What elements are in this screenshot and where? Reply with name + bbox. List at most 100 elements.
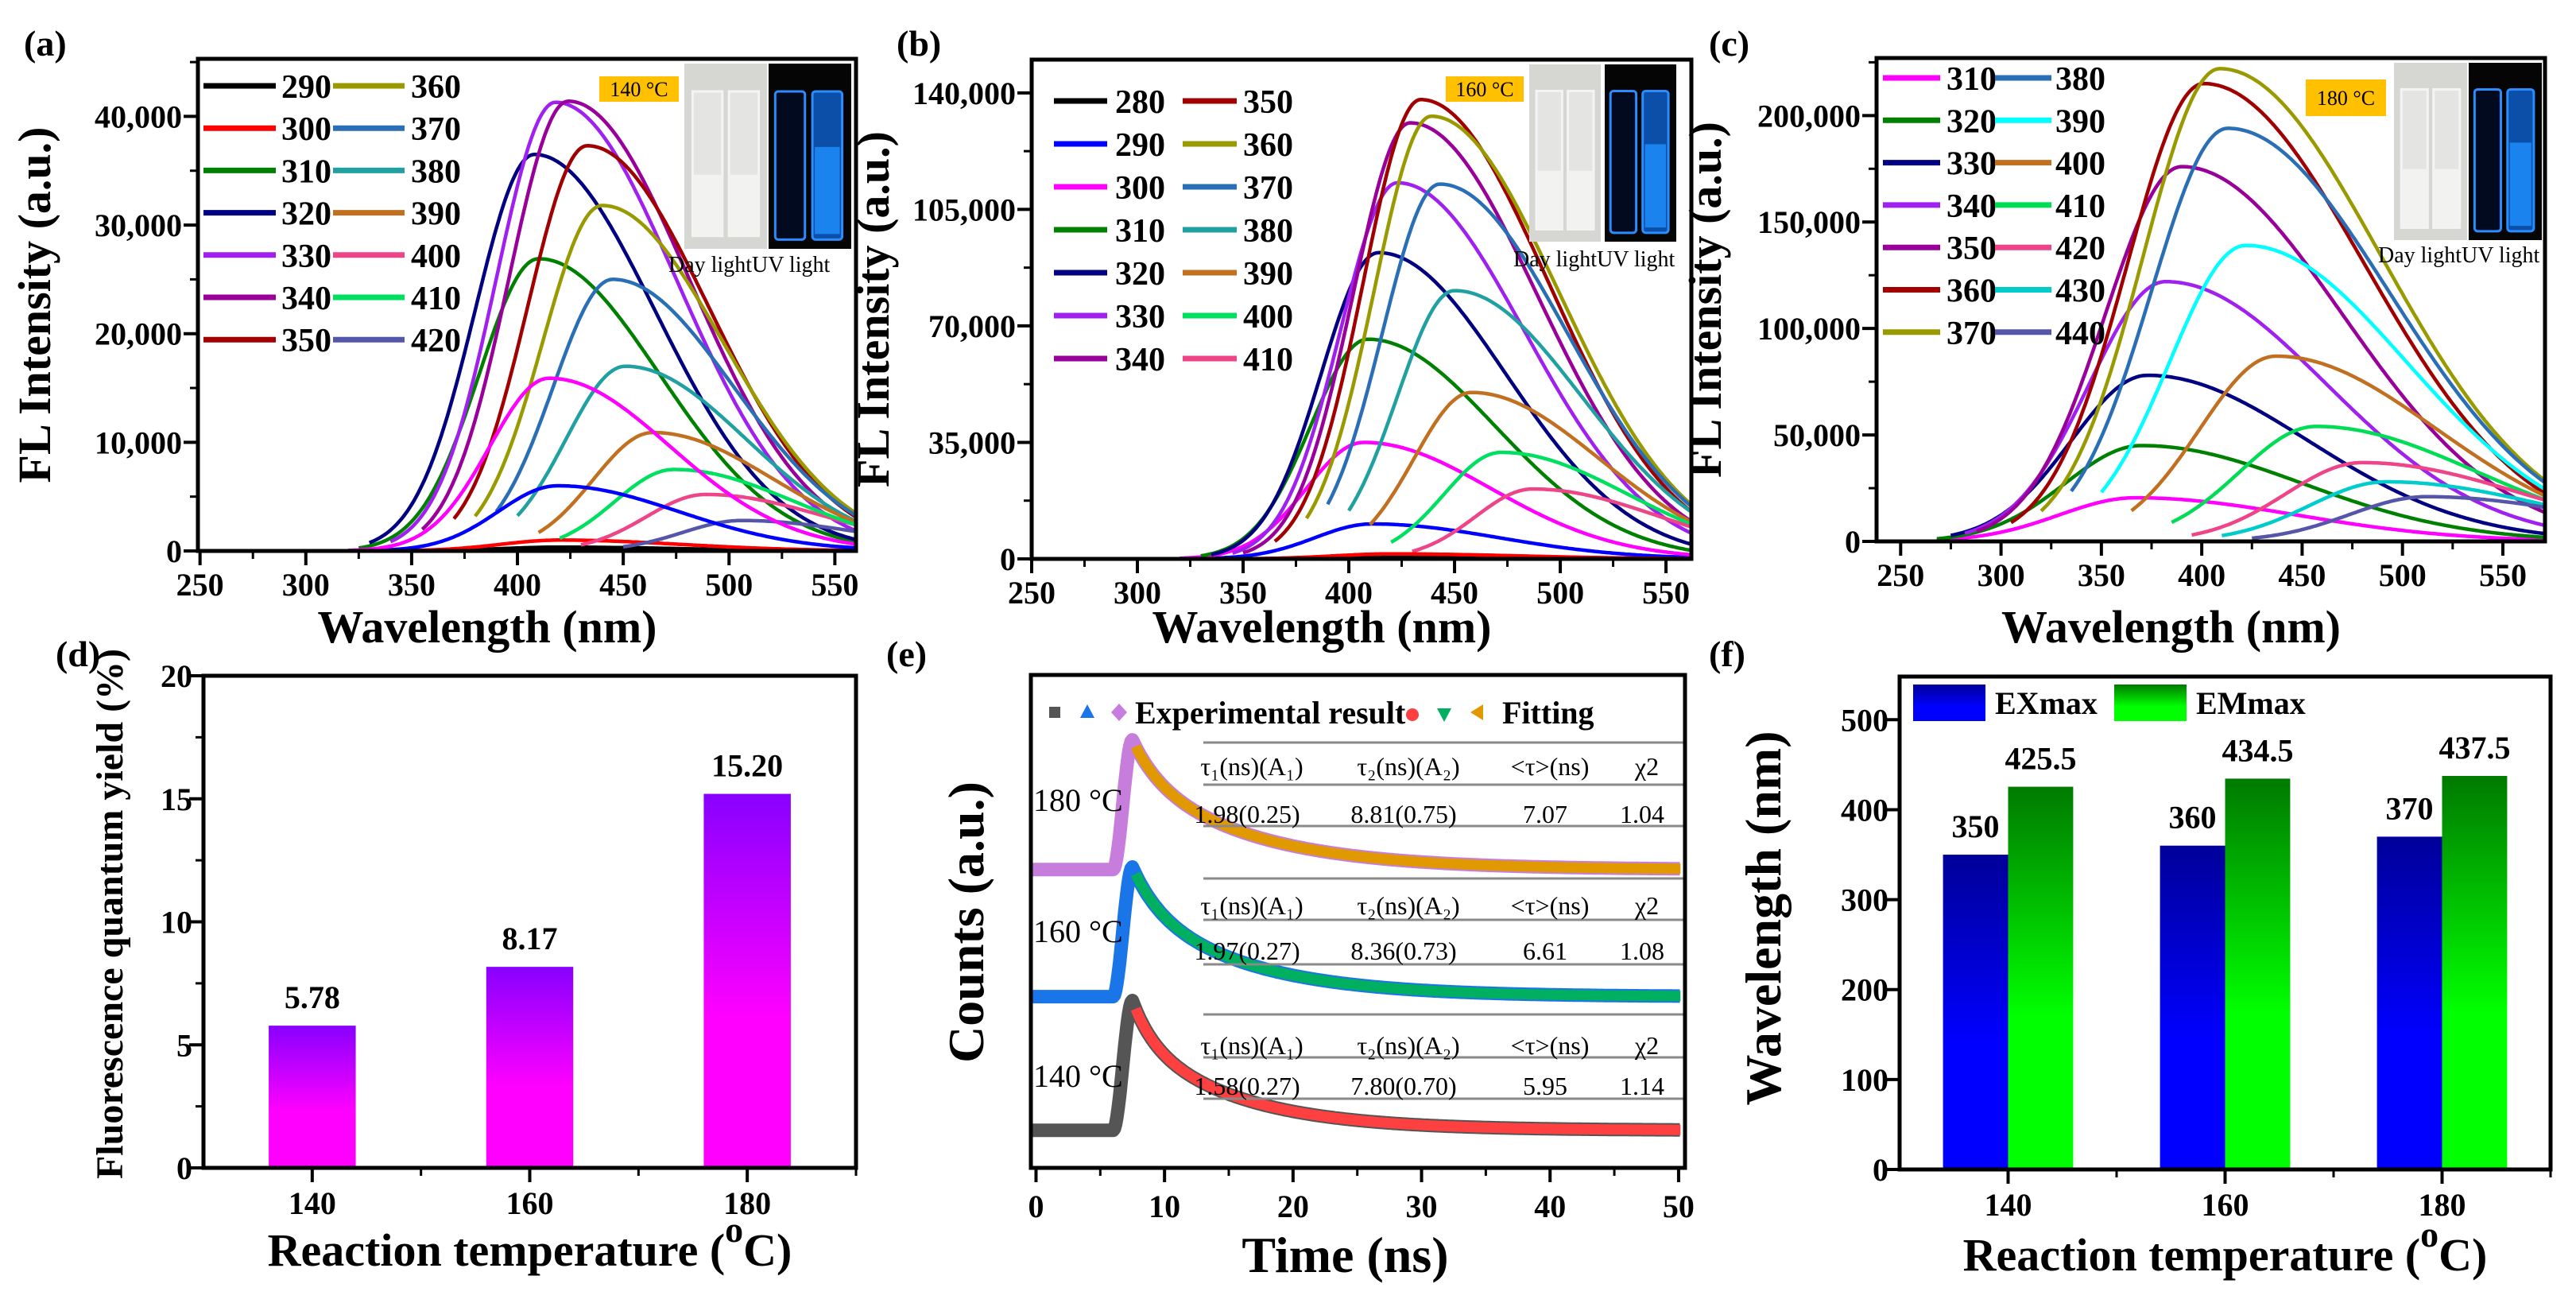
emission-curve-400 — [2130, 354, 2545, 513]
emission-curve-390 — [1368, 390, 1691, 526]
legend-label: 330 — [1115, 299, 1165, 335]
table-header: τ₁(ns)(A₁) — [1200, 891, 1303, 920]
x-tick-label: 40 — [1534, 1189, 1566, 1224]
legend-label: 310 — [281, 153, 331, 190]
bar-value-label: 360 — [2169, 800, 2217, 836]
table-value: 1.08 — [1620, 937, 1664, 965]
legend-label: 340 — [1947, 188, 1997, 225]
emission-curve-380 — [2070, 126, 2545, 493]
lifetime-table: τ₁(ns)(A₁) τ₂(ns)(A₂) <τ>(ns) χ2 1.98(0.25) 8… — [1194, 741, 1683, 828]
cuvette-liquid — [692, 174, 722, 236]
y-tick-label: 0 — [166, 533, 182, 569]
x-tick-label: 160 — [506, 1185, 554, 1221]
degree-symbol: o — [2420, 1214, 2438, 1255]
axis-ticks — [1885, 718, 2552, 1184]
uv-light-label: UV light — [752, 253, 830, 277]
exmax-bar — [2377, 836, 2442, 1169]
y-tick-label: 200,000 — [1757, 98, 1861, 134]
y-tick-label: 300 — [1841, 882, 1888, 918]
x-axis-title: Reaction temperature (oC) — [268, 1209, 792, 1276]
y-tick-label: 35,000 — [928, 425, 1016, 460]
x-tick-label: 30 — [1406, 1189, 1438, 1224]
y-axis-title: FL Intensity (a.u.) — [1679, 122, 1731, 478]
y-tick-label: 10,000 — [95, 425, 182, 460]
y-tick-label: 0 — [176, 1150, 192, 1186]
exmax-bar — [2160, 845, 2225, 1169]
emission-curve-310 — [1936, 495, 2545, 541]
x-tick-label: 450 — [599, 567, 647, 603]
x-tick-label: 450 — [2278, 557, 2326, 593]
legend-label: 350 — [281, 323, 331, 359]
legend-label: 370 — [1947, 316, 1997, 352]
y-tick-label: 100 — [1841, 1062, 1888, 1098]
circle-marker-icon — [1406, 708, 1419, 721]
y-tick-label: 15 — [161, 781, 192, 817]
table-header: τ₂(ns)(A₂) — [1357, 1031, 1459, 1060]
emmax-bar — [2442, 776, 2508, 1169]
quantum-yield-bar — [486, 967, 574, 1168]
y-tick-label: 0 — [1000, 541, 1016, 577]
temperature-label: 160 °C — [1033, 913, 1123, 949]
x-tick-label: 300 — [1978, 557, 2025, 593]
x-axis-title-unit: C) — [2438, 1229, 2487, 1281]
y-tick-label: 50,000 — [1773, 417, 1861, 453]
inset-caption: Day lightUV light — [668, 253, 830, 277]
legend-label: 330 — [1947, 146, 1997, 183]
table-value: 1.04 — [1620, 800, 1664, 828]
plot-frame — [1029, 57, 1694, 561]
emission-curve-unlabeled — [327, 483, 856, 551]
peak-wavelength-panel: 350 360 370 EXmax 425.5 434.5 437.5 EMmax 140 160… — [1709, 634, 2553, 1281]
bar-value-label: 350 — [1952, 809, 2000, 844]
table-value: 1.14 — [1620, 1072, 1664, 1100]
legend-label: 410 — [2055, 188, 2105, 225]
panel-label: (f) — [1709, 634, 1745, 674]
emission-curve-410 — [2171, 425, 2545, 525]
table-header: χ2 — [1634, 1031, 1659, 1060]
x-tick-label: 180 — [2419, 1187, 2466, 1223]
table-value: 8.81(0.75) — [1350, 800, 1456, 828]
temperature-badge-label: 160 °C — [1455, 78, 1513, 101]
table-value: 7.07 — [1523, 800, 1567, 828]
daylight-label: Day light — [1513, 247, 1597, 272]
daylight-label: Day light — [2378, 243, 2462, 268]
y-tick-label: 200 — [1841, 972, 1888, 1008]
x-axis-title: Wavelength (nm) — [2001, 601, 2341, 653]
table-header: τ₁(ns)(A₁) — [1200, 1031, 1303, 1060]
table-value: 6.61 — [1523, 937, 1567, 965]
cuvette-liquid — [2433, 169, 2460, 228]
emission-curve-380 — [1347, 289, 1691, 514]
legend-label: 340 — [281, 281, 331, 317]
legend-label: 390 — [1243, 256, 1293, 293]
emission-curve-420 — [2191, 460, 2545, 537]
legend-label: 320 — [1115, 256, 1165, 293]
emission-curve-360 — [2009, 81, 2545, 525]
axis-ticks — [1862, 60, 2504, 556]
legend-label: 280 — [1115, 84, 1165, 121]
temperature-badge — [1446, 76, 1524, 102]
x-tick-label: 500 — [1536, 575, 1584, 611]
table-header: <τ>(ns) — [1511, 1031, 1590, 1060]
inset-caption: Day lightUV light — [2378, 243, 2539, 268]
bar-value-label: 425.5 — [2005, 741, 2076, 777]
emission-curve-430 — [2222, 479, 2545, 537]
x-tick-label: 180 — [723, 1185, 771, 1221]
x-tick-label: 10 — [1149, 1189, 1180, 1224]
table-value: 8.36(0.73) — [1350, 937, 1456, 965]
legend-label: 410 — [411, 281, 461, 317]
temperature-badge — [2306, 80, 2386, 116]
legend-label: 390 — [411, 196, 461, 233]
x-axis-title-text: Reaction temperature ( — [1963, 1229, 2421, 1281]
legend-label: EMmax — [2196, 685, 2306, 721]
y-tick-label: 400 — [1841, 792, 1888, 828]
table-header: χ2 — [1634, 891, 1659, 920]
inset-photos: 160 °C Day lightUV light — [1446, 64, 1676, 272]
legend-label: 350 — [1947, 231, 1997, 267]
x-tick-label: 350 — [2078, 557, 2125, 593]
x-tick-label: 350 — [388, 567, 436, 603]
emission-curve-340 — [420, 99, 856, 531]
uv-cuvette-icon — [1609, 89, 1638, 235]
legend-label: 360 — [1947, 273, 1997, 310]
y-axis-title: FL Intensity (a.u.) — [9, 127, 60, 483]
square-marker-icon — [1049, 707, 1060, 718]
